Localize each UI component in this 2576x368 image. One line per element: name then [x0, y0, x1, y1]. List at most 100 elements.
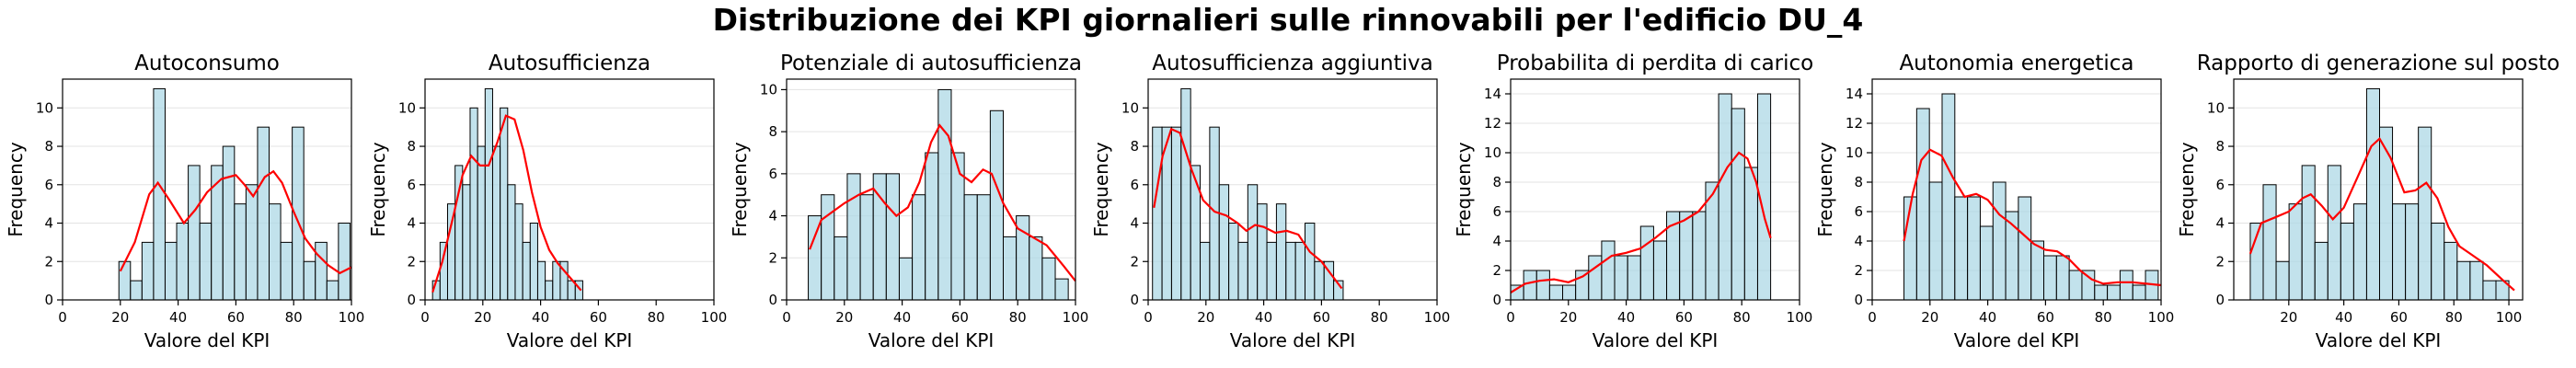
- x-tick-label: 60: [2037, 309, 2054, 326]
- histogram-bar: [885, 173, 900, 301]
- histogram-bar: [1152, 126, 1163, 301]
- histogram-bar: [937, 88, 952, 301]
- histogram-bar: [153, 87, 166, 301]
- histogram-bar: [2081, 270, 2096, 301]
- histogram-bar: [1967, 196, 1981, 301]
- y-tick-label: 4: [407, 215, 416, 232]
- histogram-bar: [1979, 225, 1994, 301]
- x-tick-label: 80: [648, 309, 665, 326]
- histogram-bar: [1903, 196, 1917, 301]
- histogram-bar: [1523, 270, 1537, 301]
- histogram-bar: [2378, 126, 2394, 301]
- histogram-bar: [1266, 241, 1277, 301]
- x-tick-label: 80: [1733, 309, 1751, 326]
- y-axis-label: Frequency: [2176, 142, 2198, 236]
- panel-1: 0 20 40 60 80 100 0 2 4 6 8 10 Autoconsumo Valore del…: [5, 52, 364, 351]
- x-tick-label: 100: [1424, 309, 1451, 326]
- y-tick-label: 8: [1492, 174, 1501, 190]
- histogram-bar: [1928, 181, 1943, 301]
- x-tick-label: 20: [1197, 309, 1214, 326]
- x-tick-label: 80: [1371, 309, 1388, 326]
- histogram-bar: [989, 109, 1004, 301]
- histogram-bar: [2456, 260, 2471, 301]
- y-tick-label: 6: [407, 177, 416, 193]
- kde-line: [431, 114, 582, 293]
- histogram-bar: [1305, 223, 1316, 301]
- histogram-bar: [1639, 225, 1654, 301]
- y-tick-label: 10: [760, 81, 777, 98]
- y-tick-label: 4: [1854, 233, 1863, 249]
- histogram-bar: [491, 145, 501, 301]
- histogram-bar: [257, 126, 270, 301]
- histogram-bar: [234, 203, 247, 301]
- x-tick-label: 0: [782, 309, 791, 326]
- panel-title: Autosufficienza aggiuntiva: [1152, 52, 1432, 75]
- axes-frame: [2233, 78, 2524, 301]
- x-axis-label: Valore del KPI: [1954, 329, 2080, 351]
- histogram-bar: [2119, 270, 2133, 301]
- x-tick-label: 0: [58, 309, 67, 326]
- x-tick-label: 60: [2390, 309, 2408, 326]
- y-tick-label: 0: [407, 292, 416, 308]
- histogram-bar: [2132, 284, 2146, 301]
- y-tick-label: 2: [407, 253, 416, 270]
- kde-line: [809, 123, 1076, 282]
- histogram-bar: [2392, 203, 2407, 301]
- histogram-bar: [1535, 270, 1550, 301]
- kde-line: [1510, 151, 1772, 293]
- histogram-bar: [834, 236, 848, 301]
- histogram-bar: [164, 241, 178, 301]
- histogram-bar: [2365, 87, 2380, 301]
- histogram-bar: [1054, 278, 1069, 301]
- x-tick-label: 100: [1063, 309, 1089, 326]
- y-tick-label: 8: [2215, 138, 2225, 155]
- x-tick-label: 80: [1009, 309, 1027, 326]
- histogram-bar: [2340, 223, 2354, 301]
- y-tick-label: 0: [1130, 292, 1139, 308]
- y-axis-label: Frequency: [367, 142, 389, 236]
- histogram-bar: [872, 173, 887, 301]
- x-tick-label: 20: [111, 309, 129, 326]
- histogram-bar: [1285, 241, 1296, 301]
- histogram-bar: [522, 241, 531, 301]
- x-tick-label: 40: [1255, 309, 1272, 326]
- y-tick-label: 10: [2207, 99, 2225, 116]
- histogram-bar: [821, 194, 835, 301]
- histogram-bar: [1562, 284, 1577, 301]
- x-tick-label: 20: [1921, 309, 1938, 326]
- histogram-bar: [1614, 255, 1628, 301]
- histogram-bar: [2288, 203, 2303, 301]
- x-tick-label: 0: [1868, 309, 1877, 326]
- y-tick-label: 12: [1484, 115, 1501, 132]
- x-tick-label: 0: [1506, 309, 1515, 326]
- histogram-bar: [1029, 236, 1043, 301]
- x-tick-label: 40: [1617, 309, 1635, 326]
- histogram-bar: [1294, 241, 1306, 301]
- y-tick-label: 8: [1130, 138, 1139, 155]
- histogram-bar: [1731, 108, 1745, 301]
- x-tick-label: 40: [1979, 309, 1996, 326]
- histogram-bar: [1200, 241, 1211, 301]
- panel-title: Rapporto di generazione sul posto: [2197, 52, 2560, 75]
- x-tick-label: 100: [701, 309, 728, 326]
- histogram-bar: [2018, 196, 2032, 301]
- histogram-bar: [1627, 255, 1641, 301]
- y-tick-label: 4: [2215, 215, 2225, 232]
- panel-title: Autosufficienza: [489, 52, 650, 75]
- panel-title: Autoconsumo: [134, 52, 280, 75]
- y-tick-label: 4: [768, 208, 777, 224]
- y-tick-label: 12: [1846, 115, 1863, 132]
- y-tick-label: 2: [1854, 262, 1863, 279]
- x-tick-label: 100: [2148, 309, 2175, 326]
- y-tick-label: 8: [768, 123, 777, 140]
- histogram-bar: [1314, 260, 1325, 301]
- y-tick-label: 4: [44, 215, 53, 232]
- x-tick-label: 20: [474, 309, 491, 326]
- x-tick-label: 20: [2280, 309, 2297, 326]
- y-tick-label: 6: [1130, 177, 1139, 193]
- x-tick-label: 80: [285, 309, 303, 326]
- histogram-bar: [188, 165, 201, 301]
- histogram-bar: [477, 145, 486, 301]
- y-tick-label: 8: [44, 138, 53, 155]
- panel-4: 0 20 40 60 80 100 0 2 4 6 8 10 Autosufficienza aggiu…: [1090, 52, 1450, 351]
